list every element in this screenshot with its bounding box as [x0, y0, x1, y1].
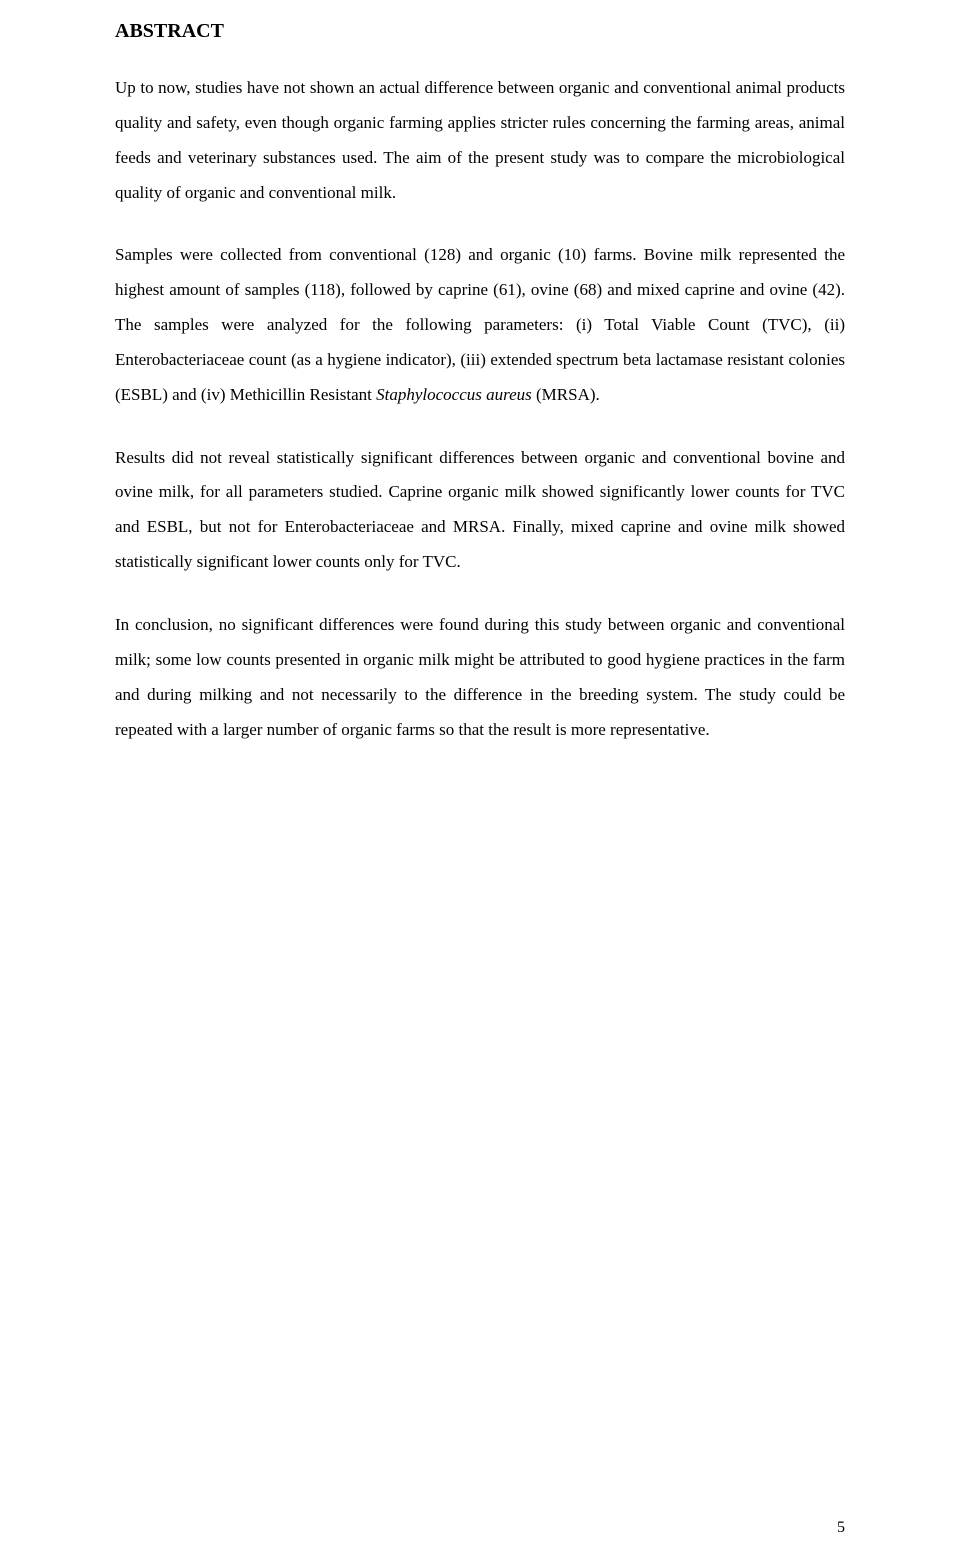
paragraph-2-part-b: (MRSA).	[532, 385, 600, 404]
paragraph-2: Samples were collected from conventional…	[115, 238, 845, 412]
abstract-title: ABSTRACT	[115, 20, 845, 43]
page-number: 5	[837, 1519, 845, 1537]
paragraph-3: Results did not reveal statistically sig…	[115, 441, 845, 580]
paragraph-1: Up to now, studies have not shown an act…	[115, 71, 845, 210]
paragraph-4: In conclusion, no significant difference…	[115, 608, 845, 747]
paragraph-2-part-a: Samples were collected from conventional…	[115, 245, 845, 403]
species-name-italic: Staphylococcus aureus	[376, 385, 532, 404]
